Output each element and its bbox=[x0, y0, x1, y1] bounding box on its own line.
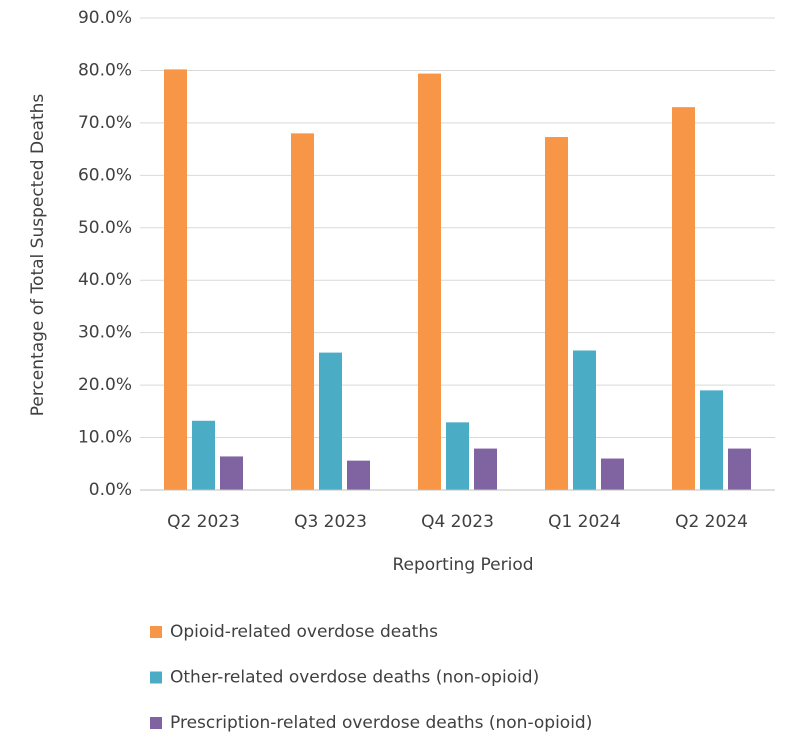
bar bbox=[418, 73, 441, 490]
bar bbox=[474, 448, 497, 490]
x-axis-label: Reporting Period bbox=[392, 555, 533, 575]
bar bbox=[700, 390, 723, 490]
bar bbox=[291, 133, 314, 490]
bar bbox=[347, 460, 370, 490]
bar bbox=[728, 448, 751, 490]
bar bbox=[192, 420, 215, 490]
y-tick-label: 40.0% bbox=[78, 270, 132, 290]
y-axis-label: Percentage of Total Suspected Deaths bbox=[28, 94, 48, 417]
x-tick-label: Q1 2024 bbox=[548, 512, 621, 532]
y-tick-label: 50.0% bbox=[78, 218, 132, 238]
bar bbox=[164, 69, 187, 490]
bar bbox=[601, 458, 624, 490]
y-tick-label: 90.0% bbox=[78, 8, 132, 28]
x-tick-label: Q4 2023 bbox=[421, 512, 494, 532]
bar bbox=[545, 137, 568, 490]
x-tick-label: Q3 2023 bbox=[294, 512, 367, 532]
y-tick-label: 80.0% bbox=[78, 60, 132, 80]
bar bbox=[573, 350, 596, 490]
bar bbox=[319, 352, 342, 490]
legend-label: Opioid-related overdose deaths bbox=[170, 622, 438, 642]
y-tick-label: 0.0% bbox=[89, 480, 132, 500]
y-tick-label: 70.0% bbox=[78, 113, 132, 133]
y-tick-label: 10.0% bbox=[78, 428, 132, 448]
legend-label: Prescription-related overdose deaths (no… bbox=[170, 713, 592, 733]
x-tick-label: Q2 2023 bbox=[167, 512, 240, 532]
y-tick-label: 20.0% bbox=[78, 375, 132, 395]
x-tick-label: Q2 2024 bbox=[675, 512, 748, 532]
bar bbox=[446, 422, 469, 490]
y-tick-label: 60.0% bbox=[78, 165, 132, 185]
legend-swatch bbox=[150, 717, 162, 729]
bar bbox=[220, 456, 243, 490]
legend-label: Other-related overdose deaths (non-opioi… bbox=[170, 668, 539, 688]
bar bbox=[672, 107, 695, 491]
legend-swatch bbox=[150, 671, 162, 684]
y-tick-label: 30.0% bbox=[78, 323, 132, 343]
legend-swatch bbox=[150, 626, 162, 638]
